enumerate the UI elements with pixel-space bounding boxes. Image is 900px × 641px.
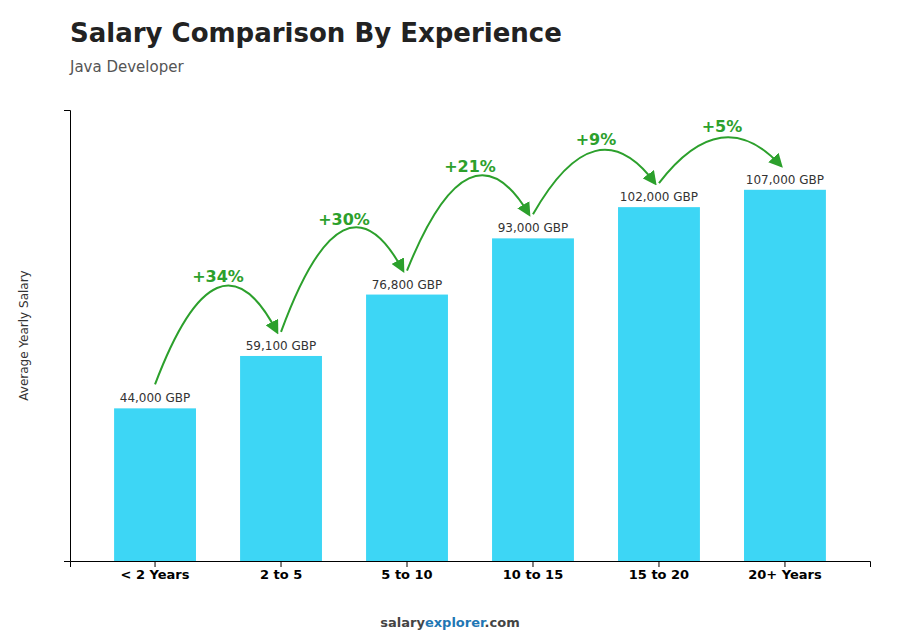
- bar: [240, 356, 322, 561]
- x-tick: 2 to 5: [260, 561, 302, 582]
- value-label: 102,000 GBP: [620, 190, 698, 204]
- pct-label: +34%: [192, 267, 244, 286]
- watermark-part: salary: [380, 615, 425, 630]
- x-tick-mark: [281, 561, 282, 567]
- arrow: [155, 286, 277, 385]
- x-tick-label: 20+ Years: [748, 567, 822, 582]
- y-axis: [64, 111, 71, 562]
- x-tick-mark: [784, 561, 785, 567]
- bar: [744, 190, 826, 561]
- arrow: [533, 150, 655, 215]
- x-tick-mark: [155, 561, 156, 567]
- value-label: 107,000 GBP: [746, 173, 824, 187]
- title: Salary Comparison By Experience: [70, 18, 562, 48]
- watermark-part: .com: [485, 615, 520, 630]
- x-tick-label: 5 to 10: [381, 567, 432, 582]
- value-labels: 44,000 GBP 59,100 GBP 76,800 GBP 93,000 GBP…: [120, 173, 824, 406]
- x-tick-label: 15 to 20: [629, 567, 689, 582]
- watermark-part: explorer: [425, 615, 487, 630]
- bars: [114, 190, 826, 561]
- bar: [618, 207, 700, 561]
- pct-label: +21%: [444, 157, 496, 176]
- annotations: +34% +30% +21% +9% +5%: [155, 117, 781, 385]
- arrow: [407, 175, 529, 270]
- chart: Salary Comparison By Experience Java Deve…: [0, 0, 900, 641]
- x-tick-label: 10 to 15: [503, 567, 563, 582]
- plot: < 2 Years 2 to 5 5 to 10 10 to 15 15 to 20 20…: [64, 111, 871, 583]
- value-label: 93,000 GBP: [498, 221, 569, 235]
- arrow: [281, 227, 403, 332]
- value-label: 76,800 GBP: [372, 278, 443, 292]
- x-tick-mark: [658, 561, 659, 567]
- x-tick: 5 to 10: [381, 561, 432, 582]
- bar: [366, 295, 448, 561]
- value-label: 44,000 GBP: [120, 391, 191, 405]
- x-tick-label: 2 to 5: [260, 567, 302, 582]
- x-tick-mark: [407, 561, 408, 567]
- value-label: 59,100 GBP: [246, 339, 317, 353]
- pct-label: +30%: [318, 210, 370, 229]
- x-tick: 10 to 15: [503, 561, 563, 582]
- arrow: [659, 137, 781, 183]
- pct-label: +5%: [702, 117, 743, 136]
- x-axis-line: [71, 562, 871, 568]
- bar: [114, 408, 196, 561]
- watermark: salaryexplorer.com: [380, 615, 519, 630]
- x-tick: < 2 Years: [121, 561, 190, 582]
- x-tick-mark: [532, 561, 533, 567]
- y-axis-line: [64, 111, 71, 562]
- bar: [492, 238, 574, 561]
- x-tick: 15 to 20: [629, 561, 689, 582]
- x-axis: < 2 Years 2 to 5 5 to 10 10 to 15 15 to 20 20…: [71, 561, 871, 582]
- subtitle: Java Developer: [69, 58, 184, 76]
- y-axis-title: Average Yearly Salary: [17, 270, 31, 400]
- x-tick: 20+ Years: [748, 561, 822, 582]
- x-tick-label: < 2 Years: [121, 567, 190, 582]
- pct-label: +9%: [576, 130, 617, 149]
